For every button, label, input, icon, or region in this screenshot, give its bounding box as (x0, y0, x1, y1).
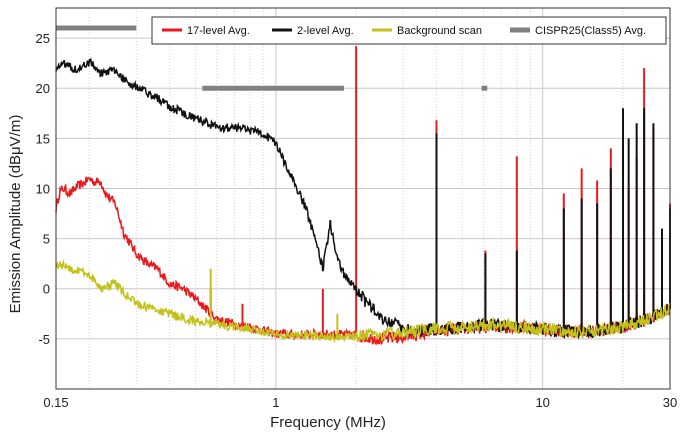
series-background-scan (55, 259, 671, 344)
axes-frame (55, 7, 671, 390)
series-layer (55, 25, 671, 346)
legend-label: 2-level Avg. (297, 25, 354, 37)
y-tick-label: 25 (36, 31, 50, 46)
y-tick-label: 10 (36, 181, 50, 196)
series-line (55, 259, 671, 344)
x-tick-label: 1 (272, 395, 279, 410)
y-tick-label: 15 (36, 131, 50, 146)
legend-box (151, 16, 667, 45)
series-cispr25-limit (56, 25, 488, 91)
y-axis-title: Emission Amplitude (dBμV/m) (7, 115, 24, 314)
x-tick-labels: 0.15 1 10 30 (43, 395, 677, 410)
y-tick-label: -5 (38, 332, 50, 347)
legend-label: CISPR25(Class5) Avg. (535, 25, 646, 37)
series-line (55, 57, 671, 340)
axes (55, 7, 671, 390)
legend-label: 17-level Avg. (187, 25, 250, 37)
x-axis-title: Frequency (MHz) (270, 414, 386, 431)
y-tick-label: 20 (36, 81, 50, 96)
x-tick-label: 10 (535, 395, 549, 410)
legend: 17-level Avg. 2-level Avg. Background scan… (151, 16, 667, 45)
y-tick-labels: -5 0 5 10 15 20 25 (36, 31, 50, 347)
minor-grid (88, 8, 624, 389)
x-tick-label: 30 (663, 395, 677, 410)
series-2-level-avg- (55, 57, 671, 340)
y-tick-label: 0 (43, 282, 50, 297)
y-tick-label: 5 (43, 232, 50, 247)
legend-label: Background scan (397, 25, 482, 37)
x-tick-label: 0.15 (43, 395, 68, 410)
